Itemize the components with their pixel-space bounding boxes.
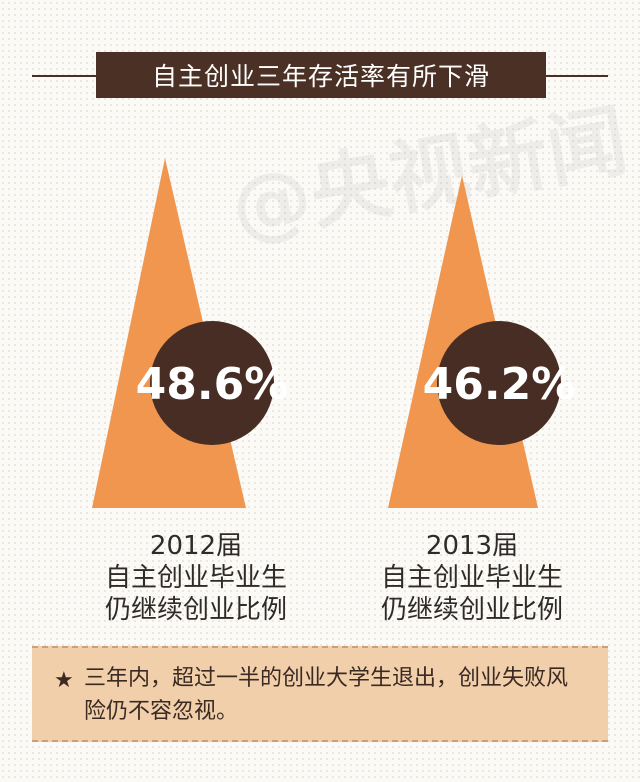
cohort-year: 2013届 [352,530,592,562]
cohort-desc-line1: 自主创业毕业生 [352,562,592,594]
cohort-label-2013: 2013届 自主创业毕业生 仍继续创业比例 [352,530,592,626]
value-label: 46.2% [423,359,576,410]
cohort-label-2012: 2012届 自主创业毕业生 仍继续创业比例 [76,530,316,626]
note-text: 三年内，超过一半的创业大学生退出，创业失败风险仍不容忽视。 [84,662,584,728]
cohort-year: 2012届 [76,530,316,562]
note-box: ★ 三年内，超过一半的创业大学生退出，创业失败风险仍不容忽视。 [32,646,608,742]
value-label: 48.6% [136,359,289,410]
star-icon: ★ [54,668,74,693]
cohort-desc-line2: 仍继续创业比例 [352,594,592,626]
cohort-desc-line1: 自主创业毕业生 [76,562,316,594]
cohort-desc-line2: 仍继续创业比例 [76,594,316,626]
